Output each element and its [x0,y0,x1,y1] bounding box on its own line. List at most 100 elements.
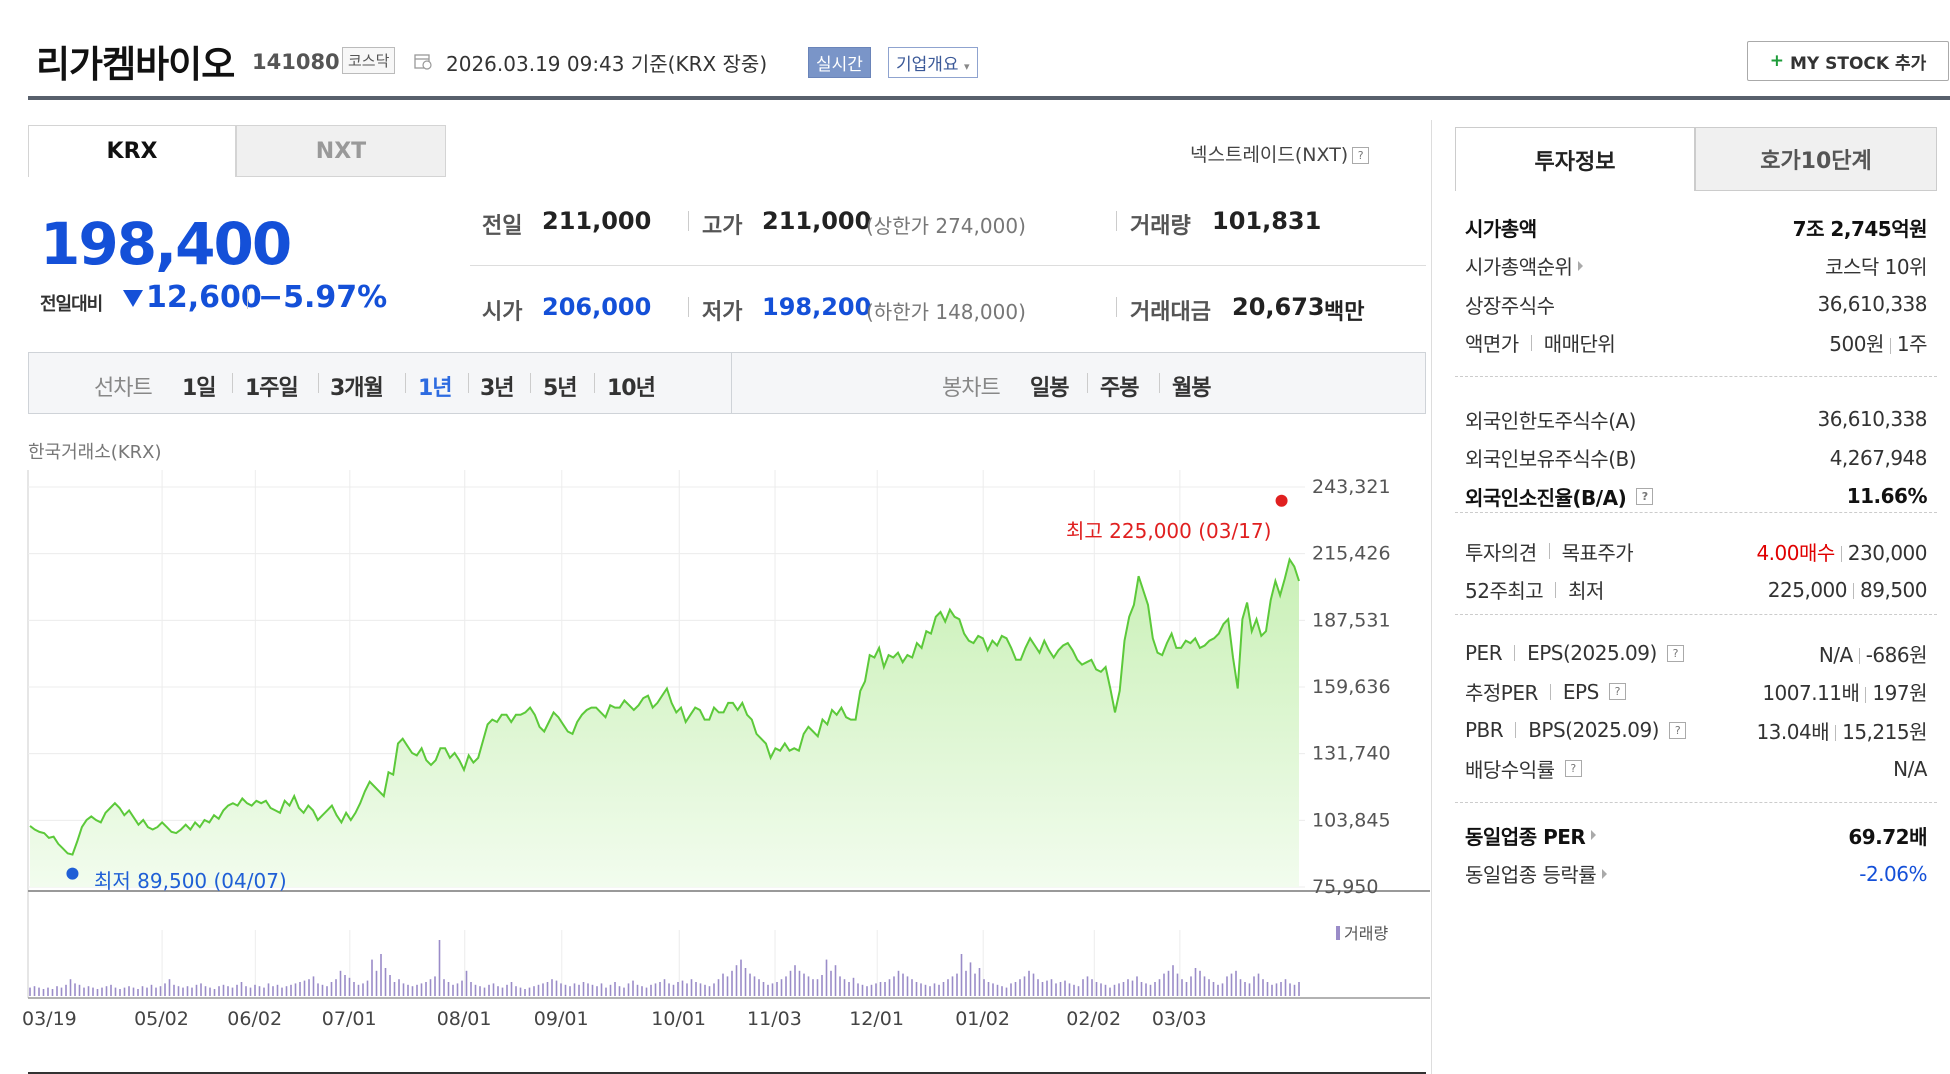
volume-bar [906,976,909,996]
volume-bar [771,983,774,996]
company-overview-dropdown[interactable]: 기업개요 ▾ [888,47,978,78]
my-stock-add-button[interactable]: + MY STOCK 추가 [1747,41,1949,81]
invest-value-text: 225,000 [1767,577,1848,602]
low-marker [66,867,79,880]
invest-key-label: 매매단위 [1543,332,1616,356]
volume-bar [357,984,360,996]
volume-bar [1154,982,1156,996]
invest-row[interactable]: 시가총액순위 코스닥 10위 [1465,251,1927,281]
y-tick-label: 75,950 [1312,876,1378,898]
period-1w[interactable]: 1주일 [245,376,299,401]
x-tick-label: 03/19 [22,1008,77,1030]
volume-bar [150,984,153,996]
volume-bar [456,983,459,996]
volume-bar [641,986,643,996]
arrow-right-icon [1602,868,1608,879]
volume-bar [1041,982,1044,996]
tab-orderbook[interactable]: 호가10단계 [1695,127,1937,191]
divider [1858,648,1860,664]
candle-daily[interactable]: 일봉 [1030,376,1069,401]
candle-monthly[interactable]: 월봉 [1172,376,1211,401]
nxt-info-label: 넥스트레이드(NXT) [1190,144,1349,166]
help-icon[interactable]: ? [1564,760,1582,777]
invest-row[interactable]: PBR BPS(2025.09)? 13.04배 15,215원 [1465,715,1927,745]
volume-bar [1104,984,1107,996]
caret-down-icon: ▾ [963,60,970,73]
period-1y[interactable]: 1년 [418,376,453,401]
volume-bar [249,987,252,996]
volume-bar [92,987,94,996]
volume-bar [1118,983,1120,996]
volume-bar [38,987,40,996]
volume-bar [1109,987,1111,996]
invest-key-label: 외국인보유주식수(B) [1465,447,1637,471]
volume-bar [344,975,346,996]
volume-bar [407,984,409,996]
price-chart[interactable]: 243,321 215,426 187,531 159,636 131,740 103,8… [0,470,1430,1030]
y-tick-label: 187,531 [1312,609,1391,631]
volume-bar [128,986,130,996]
help-icon[interactable]: ? [1352,147,1370,164]
divider [1116,297,1117,317]
volume-bar [659,982,661,996]
period-3y[interactable]: 3년 [480,376,515,401]
invest-row[interactable]: 동일업종 PER 69.72배 [1465,820,1927,850]
volume-bar [749,973,751,996]
volume-bar [501,987,504,996]
tab-nxt[interactable]: NXT [236,125,446,177]
help-icon[interactable]: ? [1668,721,1686,739]
help-icon[interactable]: ? [1608,683,1626,700]
change-label: 전일대비 [40,294,103,315]
invest-value-text: 69.72배 [1848,824,1927,849]
volume-bar [1199,970,1201,996]
volume-bar [1086,976,1089,996]
amount-value: 20,673 [1232,293,1325,321]
divider [405,373,406,393]
volume-bar [1226,976,1228,996]
volume-bar [1167,970,1170,996]
volume-bar [695,982,697,996]
invest-row[interactable]: 추정PER EPS? 1007.11배 197원 [1465,677,1927,707]
invest-key-label: 외국인한도주식수(A) [1465,408,1637,433]
volume-bar [204,986,207,996]
invest-row[interactable]: 외국인소진율(B/A)? 11.66% [1465,481,1928,511]
period-1d[interactable]: 1일 [182,376,217,401]
calendar-icon [414,54,432,70]
period-10y[interactable]: 10년 [607,376,656,401]
volume-bar [1208,979,1210,996]
volume-bar [83,987,85,996]
invest-row[interactable]: 동일업종 등락률 -2.06% [1465,859,1927,889]
invest-row[interactable]: 배당수익률? N/A [1465,754,1927,784]
volume-bar [1194,968,1197,996]
volume-bar [983,979,985,996]
volume-bar [200,983,202,996]
tab-invest-info[interactable]: 투자정보 [1455,127,1695,191]
volume-bar [681,980,684,996]
invest-row: 액면가 매매단위 500원 1주 [1465,328,1928,358]
volume-bar [1185,982,1188,996]
volume-bar [645,987,648,996]
volume-bar [402,983,405,996]
invest-key: 동일업종 등락률 [1465,859,1608,888]
invest-value: 225,000 89,500 [1767,577,1928,602]
period-3m[interactable]: 3개월 [330,376,384,401]
volume-bar [294,983,297,996]
chart-source-label: 한국거래소(KRX) [28,442,162,463]
volume-bar [497,986,499,996]
tab-krx[interactable]: KRX [28,125,236,177]
volume-bar [1010,983,1012,996]
realtime-button[interactable]: 실시간 [808,47,871,78]
upper-limit: (상한가 274,000) [866,214,1026,238]
invest-row[interactable]: PER EPS(2025.09)? N/A -686원 [1465,638,1928,668]
volume-bar [132,987,135,996]
period-5y[interactable]: 5년 [543,376,578,401]
invest-row: 투자의견 목표주가 4.00매수 230,000 [1465,536,1928,566]
candle-weekly[interactable]: 주봉 [1100,376,1139,401]
bottom-border [28,1072,1426,1074]
volume-bar [1127,979,1129,996]
volume-bar [555,980,558,996]
arrow-right-icon [1591,830,1597,840]
help-icon[interactable]: ? [1666,644,1684,662]
volume-bar [1275,983,1278,996]
help-icon[interactable]: ? [1636,487,1654,505]
